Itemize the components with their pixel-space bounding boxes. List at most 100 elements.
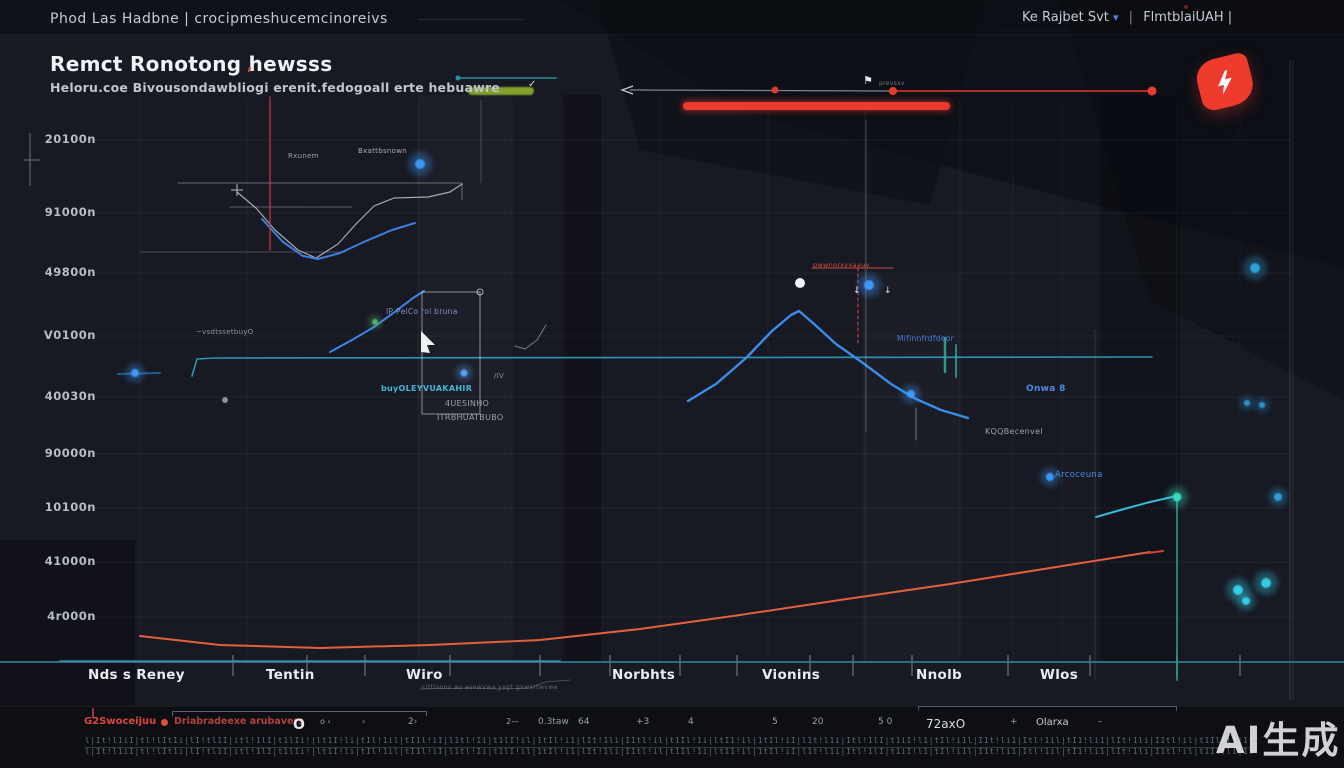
ai-watermark: AI生成 <box>1216 719 1341 762</box>
glow-dot <box>1274 493 1282 501</box>
selection-rect <box>421 291 481 415</box>
annotation-axis-scribble: cittisons au asvwvwa yvgt gvwsrtwvwe <box>422 684 559 691</box>
footer-tick: O <box>293 717 305 733</box>
legend-item-a[interactable]: G2Swoceijuu <box>84 716 157 727</box>
gray-dot <box>222 397 228 403</box>
cyan-segment-dot <box>455 75 461 81</box>
cursor-pointer-icon <box>421 331 435 353</box>
flag-icon: ⚑ <box>863 74 873 87</box>
annotation-blue-note: IP PelCo rol bruna <box>386 307 458 316</box>
arrowhead-left-icon <box>620 85 634 95</box>
glow-dot <box>1046 473 1054 481</box>
x-axis-label: Norbhts <box>612 667 676 683</box>
annotation-box-note-1: 4UESINHO <box>445 399 490 408</box>
glow-dot <box>907 390 915 398</box>
timeline-gray <box>629 89 894 92</box>
down-arrow-icon: ↓ <box>853 286 861 296</box>
background-band <box>563 95 601 662</box>
footer-tick: 4 <box>688 717 694 727</box>
glow-dot <box>864 280 874 290</box>
footer-tick: 64 <box>578 717 590 727</box>
footer-tick: 2— <box>506 717 520 726</box>
timeline-red-dot-c <box>1147 86 1157 96</box>
y-axis-label: 90000n <box>44 446 96 460</box>
nav-separator: | <box>1128 10 1134 25</box>
footer-tick: 20 <box>812 717 824 727</box>
annotation-flag-note: prevsxv <box>879 80 905 87</box>
nav-account-link[interactable]: FlmtblaiUAH | <box>1143 10 1233 25</box>
y-axis-label: 49800n <box>44 265 96 279</box>
selection-rect-handle <box>476 288 484 296</box>
annotation-iv: /IV <box>494 372 505 380</box>
annotation-onwa: Onwa 8 <box>1026 384 1066 394</box>
blue-dip-line <box>261 218 416 260</box>
footer-bracket-line <box>918 706 1177 711</box>
plus-marker-icon <box>231 184 243 196</box>
glow-dot <box>1242 597 1250 605</box>
app-header-bar <box>0 0 1344 35</box>
legend-item-b[interactable]: Driabradeexe arubavers <box>174 716 304 727</box>
footer-tick: + <box>1010 717 1018 727</box>
annotation-red-note: pwwnorxvxaauv <box>813 261 870 269</box>
down-arrow-icon: ↓ <box>884 286 892 296</box>
footer-bracket-line <box>172 711 427 716</box>
red-highlight-bar <box>683 102 950 110</box>
glow-dot <box>131 369 139 377</box>
x-axis-label: Wiro <box>406 667 443 683</box>
alert-badge-button[interactable] <box>1192 51 1258 113</box>
y-axis-label: V0100n <box>43 328 96 342</box>
check-icon: ✓ <box>528 79 537 90</box>
step-line-a <box>177 182 463 201</box>
gray-hook <box>514 324 547 350</box>
glow-dot <box>1250 263 1260 273</box>
nav-project-link[interactable]: Ke Rajbet Svt <box>1022 10 1109 25</box>
footer-tick: ‹ <box>362 717 366 726</box>
white-peak-dot <box>795 278 805 288</box>
y-axis-label: 20100n <box>44 132 96 146</box>
annotation-step-b: Bxattbsnown <box>358 147 407 155</box>
timeline-red-dot-a <box>771 86 779 94</box>
footer-noise-row: l|It!l1iI|tl!lIt1i|lI!tl1I|itl!1lI|t1lIi… <box>85 736 1255 748</box>
footer-noise-row: l|It!l1iI|tl!lIt1i|lI!tl1I|itl!1lI|t1lIi… <box>85 747 1255 756</box>
x-axis-label: Vionins <box>762 667 821 683</box>
footer-strip <box>0 706 1344 768</box>
footer-tick: 2› <box>408 717 418 727</box>
y-axis-label: 91000n <box>44 205 96 219</box>
y-axis-label: 41000n <box>44 554 96 568</box>
y-axis-label: 40030n <box>44 389 96 403</box>
y-axis-label: 10100n <box>44 500 96 514</box>
cyan-right-line <box>1095 496 1173 518</box>
glow-dot <box>1233 585 1243 595</box>
glow-dot <box>460 369 468 377</box>
blue-rise-line <box>329 290 425 353</box>
annotation-box-note-2: ITRBHUATBUBO <box>437 413 504 422</box>
glow-dot <box>1259 402 1265 408</box>
green-sparkle-dot <box>372 319 378 325</box>
glow-dot <box>1261 578 1271 588</box>
footer-tick: o ‹ <box>320 717 331 726</box>
left-bracket-marker <box>24 133 40 186</box>
glow-dot <box>415 159 425 169</box>
y-axis-label: 4r000n <box>47 609 96 623</box>
x-axis-label: Nds s Reney <box>88 667 185 683</box>
teal-marker-dot <box>1172 492 1182 502</box>
background-band <box>0 540 135 706</box>
footer-tick: 5 <box>772 717 778 727</box>
x-axis-label: Wlos <box>1040 667 1079 683</box>
white-dip-curve <box>236 183 463 259</box>
annotation-gray-note: KQQBecenvel <box>985 427 1043 436</box>
annotation-arco: Arcoceuna <box>1055 470 1103 480</box>
axis-scribble-line <box>419 679 571 690</box>
footer-tick: Olarxa <box>1036 717 1069 728</box>
background-band <box>1100 95 1180 662</box>
annotation-peak-note: Mifinnfrdfdeor <box>897 334 955 343</box>
breadcrumb[interactable]: Phod Las Hadbne | crocipmeshucemcinoreiv… <box>50 11 388 27</box>
x-axis-label: Tentin <box>266 667 315 683</box>
cyan-baseline <box>191 356 1153 377</box>
annotation-buy-label[interactable]: buyOLEYVUAKAHIR <box>381 384 473 393</box>
chevron-down-icon[interactable]: ▾ <box>1113 11 1119 24</box>
annotation-step-a: Rxunem <box>288 152 319 160</box>
x-axis-label: Nnolb <box>916 667 962 683</box>
